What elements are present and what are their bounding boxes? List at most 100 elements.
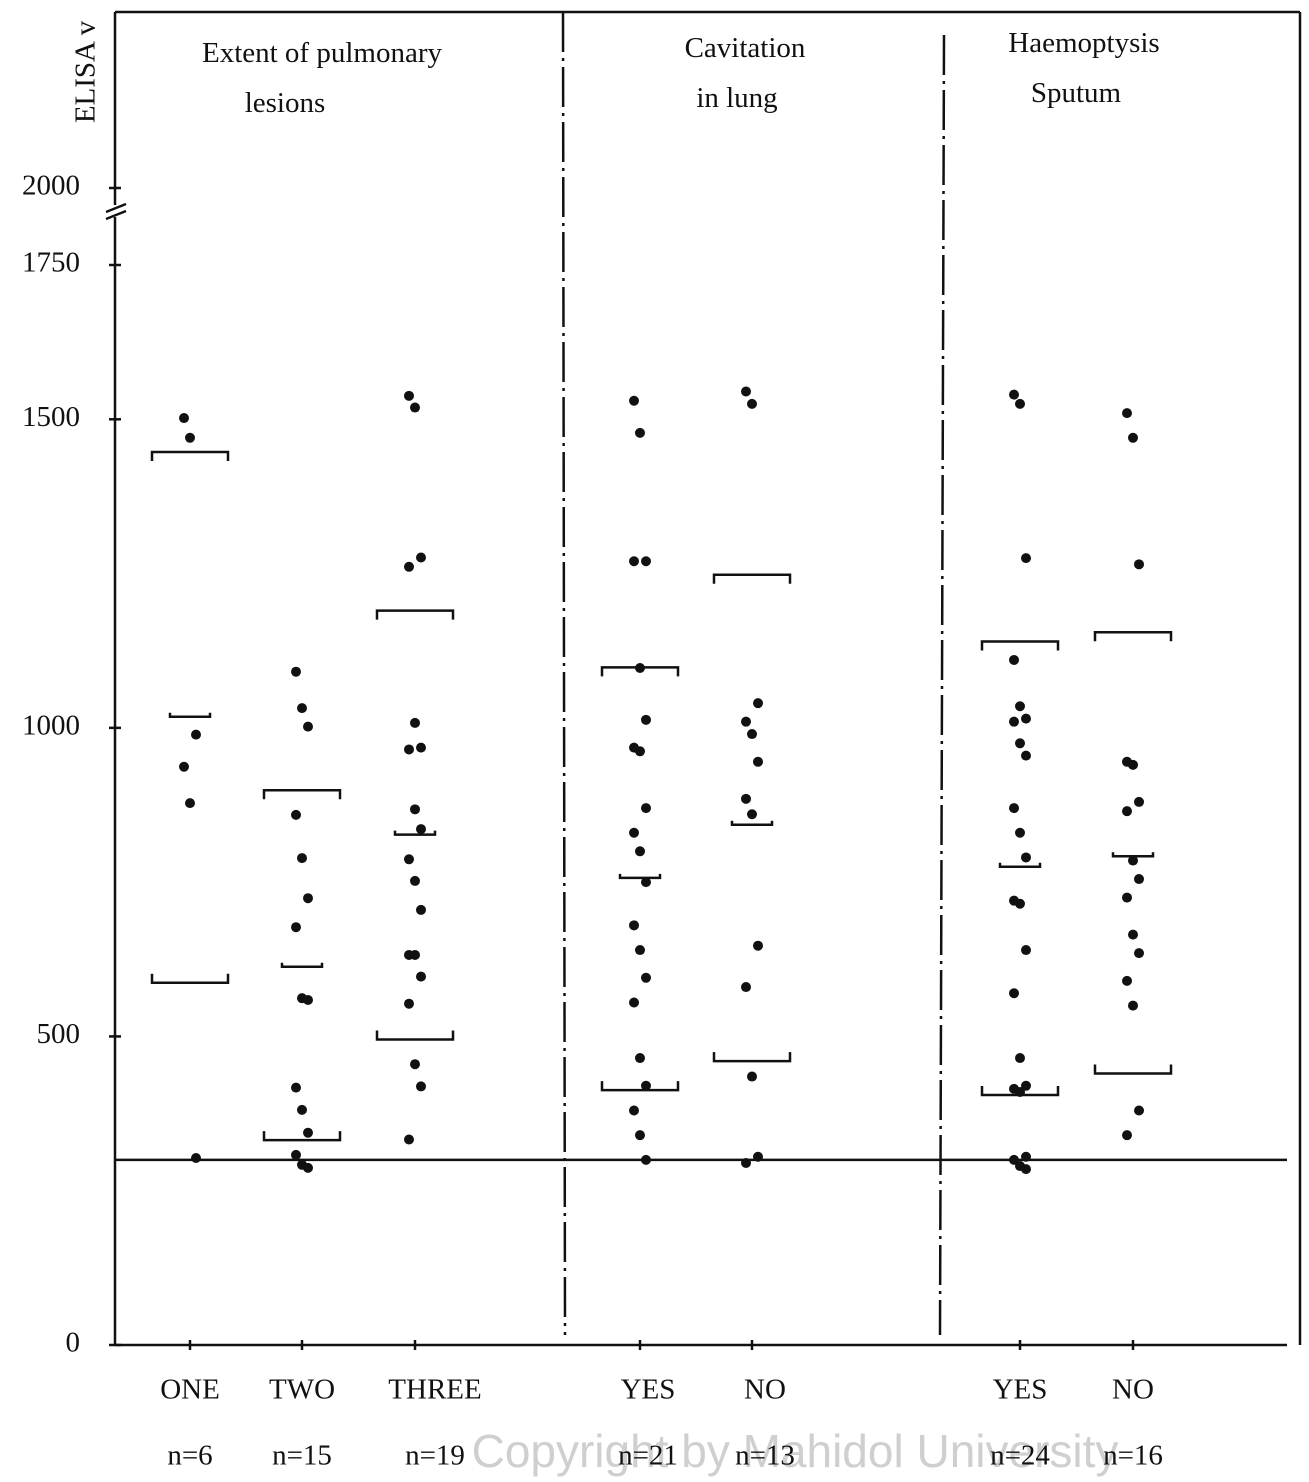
data-point: [1009, 654, 1019, 665]
axis-break-mark: [105, 202, 127, 214]
data-point: [291, 1082, 301, 1093]
data-point: [741, 793, 751, 804]
data-point: [416, 824, 426, 835]
n-label: n=16: [1103, 1440, 1163, 1472]
data-point: [1021, 553, 1031, 564]
data-point: [747, 1071, 757, 1082]
data-point: [1021, 713, 1031, 724]
data-point: [1015, 701, 1025, 712]
data-point: [291, 666, 301, 677]
axis-break-mark: [105, 209, 127, 221]
y-tick-label: 2000: [22, 170, 80, 202]
data-point: [1021, 1164, 1031, 1175]
watermark: Copyright by Mahidol University: [472, 1425, 1119, 1477]
sd-bracket: [980, 1086, 1060, 1097]
data-point: [416, 971, 426, 982]
data-point: [404, 390, 414, 401]
data-point: [303, 1162, 313, 1173]
data-point: [1128, 759, 1138, 770]
sd-bracket: [375, 1030, 455, 1041]
data-point: [1122, 1130, 1132, 1141]
panel-divider: [561, 11, 567, 1336]
data-point: [1122, 975, 1132, 986]
data-point: [416, 742, 426, 753]
panel-divider: [938, 34, 946, 1336]
data-point: [191, 729, 201, 740]
data-point: [741, 386, 751, 397]
mean-bar: [1111, 852, 1155, 858]
data-point: [291, 1149, 301, 1160]
sd-bracket: [600, 666, 680, 677]
sd-bracket: [600, 1081, 680, 1092]
data-point: [1134, 948, 1144, 959]
data-point: [635, 1053, 645, 1064]
data-point: [404, 1134, 414, 1145]
data-point: [410, 804, 420, 815]
data-point: [179, 413, 189, 424]
mean-bar: [280, 962, 324, 968]
data-point: [629, 395, 639, 406]
mean-bar: [618, 873, 662, 880]
data-point: [1021, 750, 1031, 761]
n-label: n=19: [405, 1440, 465, 1472]
data-point: [641, 803, 651, 814]
data-point: [404, 998, 414, 1009]
sd-bracket: [712, 1052, 792, 1063]
data-point: [1134, 874, 1144, 885]
data-point: [747, 729, 757, 740]
data-point: [629, 827, 639, 838]
data-point: [303, 1127, 313, 1138]
sd-bracket: [262, 788, 342, 800]
data-point: [410, 717, 420, 728]
data-point: [291, 809, 301, 820]
panel-title: Extent of pulmonary lesions: [202, 37, 443, 119]
x-tick-label: NO: [1112, 1374, 1154, 1406]
n-label: n=24: [990, 1440, 1050, 1472]
data-point: [635, 427, 645, 438]
n-label: n=13: [735, 1440, 795, 1472]
data-point: [297, 703, 307, 714]
data-point: [303, 893, 313, 904]
data-point: [1021, 1080, 1031, 1091]
data-point: [297, 853, 307, 864]
data-point: [1128, 929, 1138, 940]
data-point: [747, 809, 757, 820]
data-point: [1009, 1154, 1019, 1165]
data-point: [410, 949, 420, 960]
data-point: [404, 854, 414, 865]
mean-bar: [998, 862, 1042, 868]
data-point: [747, 398, 757, 409]
data-point: [635, 846, 645, 857]
data-point: [179, 761, 189, 772]
data-point: [1015, 898, 1025, 909]
x-tick-label: YES: [993, 1374, 1048, 1406]
data-point: [635, 1130, 645, 1141]
sd-bracket: [150, 450, 230, 461]
data-point: [1128, 432, 1138, 443]
x-tick-label: ONE: [160, 1374, 220, 1406]
y-tick-label: 1750: [22, 247, 80, 279]
sd-bracket: [712, 573, 792, 584]
sd-bracket: [375, 609, 455, 620]
data-point: [641, 556, 651, 567]
data-point: [741, 716, 751, 727]
data-point: [1128, 855, 1138, 866]
y-tick-label: 1000: [22, 710, 80, 742]
data-point: [1021, 852, 1031, 863]
sd-bracket: [1093, 630, 1173, 642]
data-point: [185, 432, 195, 443]
data-point: [753, 698, 763, 709]
mean-bar: [730, 820, 774, 826]
data-point: [303, 721, 313, 732]
data-point: [1134, 796, 1144, 807]
data-point: [1122, 892, 1132, 903]
data-point: [1015, 1053, 1025, 1064]
data-point: [629, 1105, 639, 1116]
data-point: [303, 995, 313, 1006]
data-point: [641, 877, 651, 888]
data-point: [1009, 803, 1019, 814]
data-point: [753, 1151, 763, 1162]
data-point: [185, 798, 195, 809]
y-tick-label: 1500: [22, 401, 80, 433]
data-point: [635, 945, 645, 956]
